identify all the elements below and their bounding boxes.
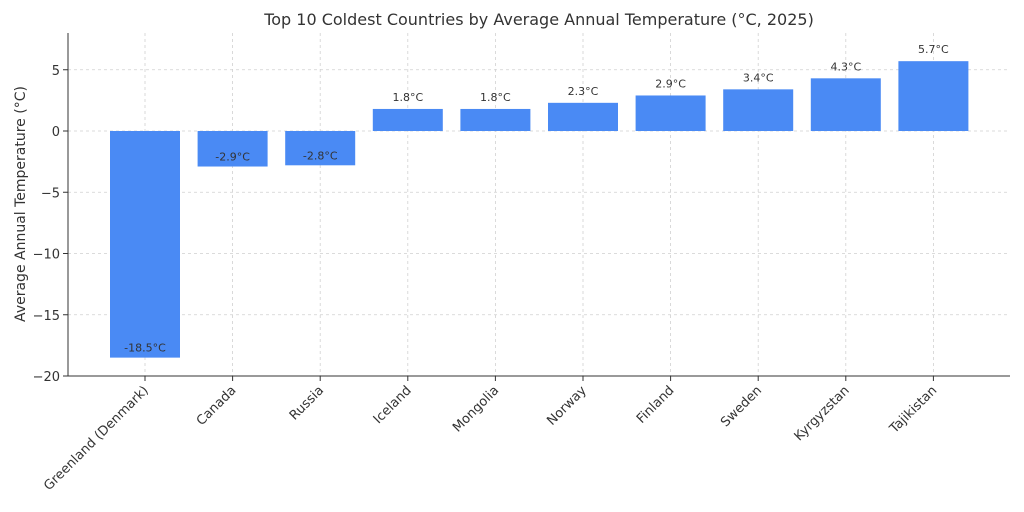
x-tick-label: Norway (544, 383, 590, 429)
data-label: -18.5°C (124, 342, 166, 355)
bar (635, 95, 706, 131)
x-tick-label: Greenland (Denmark) (41, 383, 152, 494)
x-tick-label: Sweden (718, 383, 765, 430)
x-tick-label: Iceland (371, 383, 415, 427)
bar (460, 108, 531, 131)
bar (110, 131, 180, 358)
bars (110, 61, 969, 358)
data-label: -2.8°C (303, 149, 338, 162)
y-ticks: 5 0 −5 −10 −15 −20 (33, 64, 68, 385)
x-tick-label: Kyrgyzstan (792, 383, 853, 444)
y-tick-label: 5 (52, 64, 60, 79)
x-tick-label: Finland (634, 383, 677, 426)
axes (67, 33, 1010, 377)
bar (197, 131, 268, 167)
bar (285, 131, 356, 166)
bar (723, 89, 794, 131)
x-ticks: Greenland (Denmark) Canada Russia Iceland Mo… (41, 376, 940, 494)
data-label: 1.8°C (480, 91, 511, 104)
data-label: 1.8°C (392, 91, 423, 104)
bar (372, 108, 443, 131)
chart-title: Top 10 Coldest Countries by Average Annu… (263, 10, 814, 29)
y-tick-label: −15 (33, 309, 60, 324)
data-label: 2.3°C (568, 85, 599, 98)
x-tick-label: Tajikistan (886, 383, 940, 437)
bar (810, 78, 881, 131)
data-labels: -18.5°C -2.9°C -2.8°C 1.8°C 1.8°C 2.3°C 2.9°C 3… (124, 43, 949, 354)
data-label: 5.7°C (918, 43, 949, 56)
data-label: 3.4°C (743, 71, 774, 84)
y-tick-label: −5 (41, 186, 60, 201)
y-tick-label: −10 (33, 248, 60, 263)
bar (898, 61, 969, 131)
x-tick-label: Russia (287, 383, 327, 423)
data-label: -2.9°C (215, 151, 250, 164)
y-tick-label: 0 (52, 125, 60, 140)
x-tick-label: Mongolia (450, 383, 502, 435)
y-axis-label: Average Annual Temperature (°C) (13, 86, 29, 322)
data-label: 4.3°C (830, 60, 861, 73)
x-tick-label: Canada (194, 383, 240, 429)
data-label: 2.9°C (655, 77, 686, 90)
y-tick-label: −20 (33, 370, 60, 385)
bar (548, 102, 618, 131)
